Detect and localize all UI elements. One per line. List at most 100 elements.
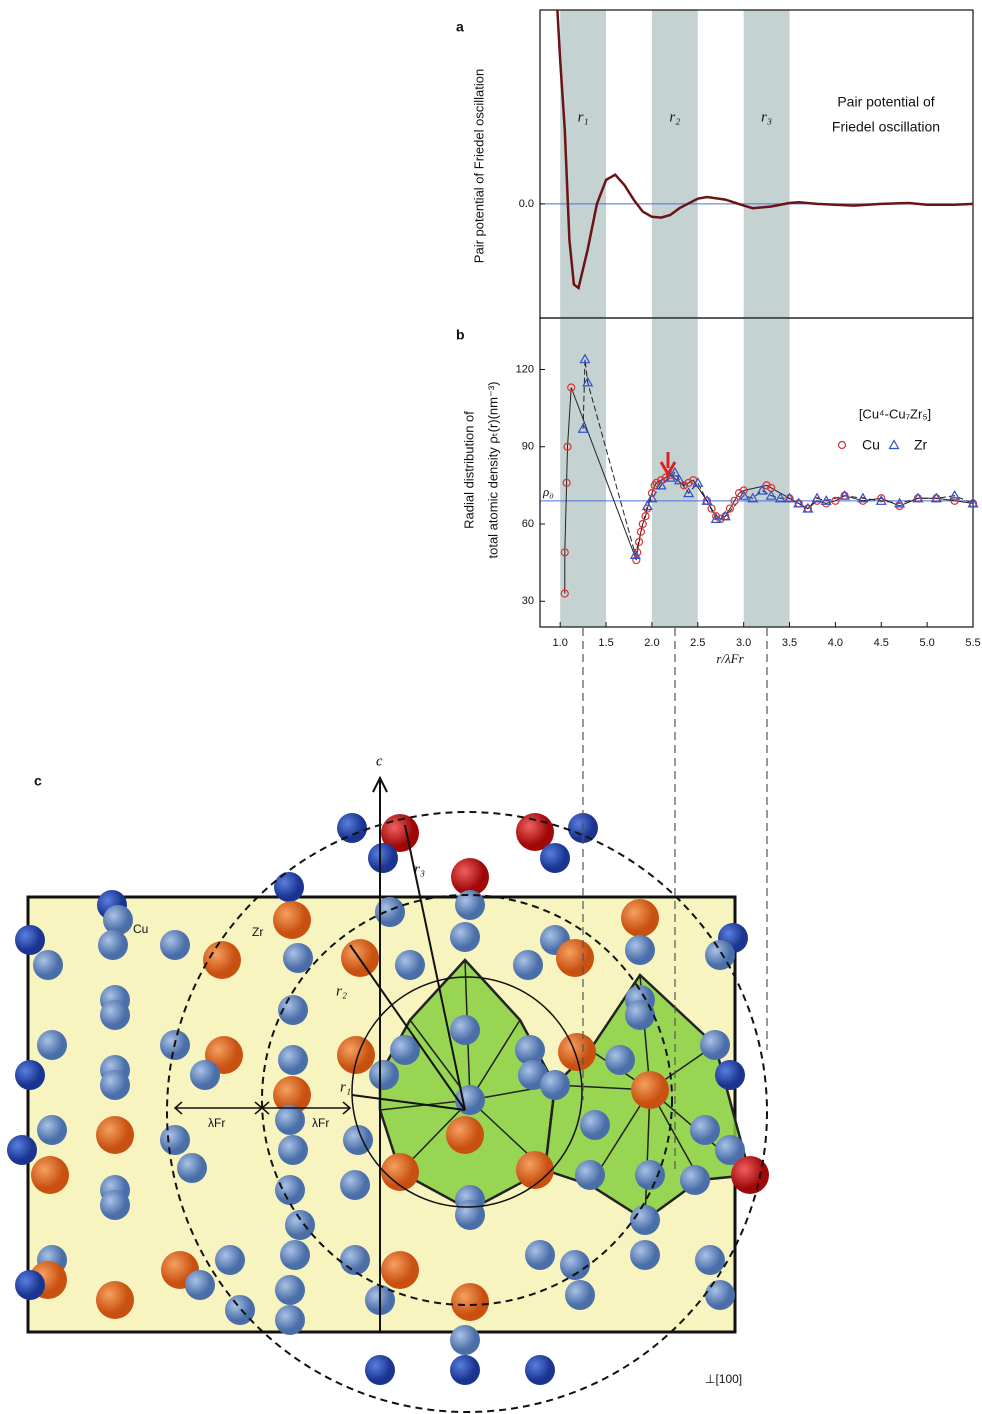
atom — [381, 1251, 419, 1289]
atom — [337, 1036, 375, 1074]
atom — [100, 1070, 130, 1100]
y-axis-label: Radial distribution of — [461, 411, 476, 529]
atom — [203, 941, 241, 979]
y-tick-label: 60 — [522, 518, 534, 530]
y-tick-label: 0.0 — [519, 198, 534, 210]
atom — [160, 1125, 190, 1155]
figure: a 0.0 r₁ r₂ r₃ Pair potential of Friedel osci… — [0, 0, 982, 1414]
atom — [33, 950, 63, 980]
atom — [705, 940, 735, 970]
y-tick-label: 90 — [522, 441, 534, 453]
panel-label: c — [34, 773, 42, 789]
atom — [98, 930, 128, 960]
atom — [565, 1280, 595, 1310]
data-point — [950, 491, 959, 499]
page: {"chart_data": [ {"type": "line", "panel… — [0, 0, 982, 1414]
reference-label: ρ₀ — [542, 484, 554, 499]
atom — [450, 1325, 480, 1355]
atom — [513, 950, 543, 980]
lambda-label: λFr — [312, 1116, 329, 1130]
x-tick-label: 1.0 — [553, 637, 568, 649]
x-tick-label: 4.5 — [874, 637, 889, 649]
atom — [450, 922, 480, 952]
atom — [525, 1355, 555, 1385]
atom — [451, 1283, 489, 1321]
atom — [680, 1165, 710, 1195]
atom — [15, 925, 45, 955]
atom — [635, 1160, 665, 1190]
x-axis-label: r/λFr — [716, 651, 744, 666]
band-label: r₁ — [578, 109, 589, 125]
atom — [630, 1205, 660, 1235]
atom — [621, 899, 659, 937]
atom — [37, 1030, 67, 1060]
legend-label: Zr — [914, 437, 928, 453]
atom — [625, 935, 655, 965]
atom — [516, 1151, 554, 1189]
atom — [630, 1240, 660, 1270]
band-label: r₂ — [669, 109, 680, 125]
atom-label: Zr — [252, 925, 263, 939]
atom — [273, 901, 311, 939]
atom — [96, 1116, 134, 1154]
atom — [558, 1033, 596, 1071]
atom — [575, 1160, 605, 1190]
y-axis-label: total atomic density ρₜ(r)(nm⁻³) — [485, 381, 500, 558]
atom — [455, 1085, 485, 1115]
atom — [705, 1280, 735, 1310]
atom — [31, 1156, 69, 1194]
atom — [275, 1275, 305, 1305]
atom — [280, 1240, 310, 1270]
atom — [215, 1245, 245, 1275]
atom — [580, 1110, 610, 1140]
x-tick-label: 1.5 — [598, 637, 613, 649]
atom — [103, 905, 133, 935]
atom — [540, 843, 570, 873]
atom — [560, 1250, 590, 1280]
band — [744, 10, 790, 318]
atom — [7, 1135, 37, 1165]
radius-label: r₃ — [414, 861, 425, 877]
atom — [190, 1060, 220, 1090]
atom — [275, 1105, 305, 1135]
atom — [369, 1060, 399, 1090]
atom — [278, 1135, 308, 1165]
atom — [160, 930, 190, 960]
atom — [100, 1190, 130, 1220]
atom — [700, 1030, 730, 1060]
legend-title: [Cu⁴-Cu₇Zr₅] — [859, 406, 931, 421]
atom — [278, 1045, 308, 1075]
x-tick-label: 2.0 — [644, 637, 659, 649]
x-tick-label: 5.5 — [965, 637, 980, 649]
legend-label: Cu — [862, 437, 880, 453]
direction-label: ⊥[100] — [705, 1372, 742, 1386]
x-tick-label: 2.5 — [690, 637, 705, 649]
atom — [450, 1355, 480, 1385]
atom-label: Cu — [133, 922, 148, 936]
atom — [540, 1070, 570, 1100]
atom — [340, 1245, 370, 1275]
atom — [285, 1210, 315, 1240]
atom — [15, 1060, 45, 1090]
band — [744, 318, 790, 627]
body: a 0.0 r₁ r₂ r₃ Pair potential of Friedel osci… — [0, 0, 982, 1414]
panel-label: b — [456, 327, 465, 343]
atom — [605, 1045, 635, 1075]
atom — [177, 1153, 207, 1183]
panel-b: b3060901201.01.52.02.53.03.54.04.55.05.5… — [456, 318, 981, 666]
atom — [715, 1060, 745, 1090]
atom — [274, 872, 304, 902]
atom — [395, 950, 425, 980]
y-axis-label: Pair potential of Friedel oscillation — [471, 69, 486, 263]
atom — [275, 1175, 305, 1205]
x-tick-label: 3.5 — [782, 637, 797, 649]
y-tick-label: 120 — [516, 363, 534, 375]
atom — [446, 1116, 484, 1154]
lambda-label: λFr — [208, 1116, 225, 1130]
atom — [185, 1270, 215, 1300]
radius-label: r₂ — [336, 983, 347, 999]
panel-label: a — [456, 19, 464, 35]
atom — [340, 1170, 370, 1200]
atom — [365, 1355, 395, 1385]
